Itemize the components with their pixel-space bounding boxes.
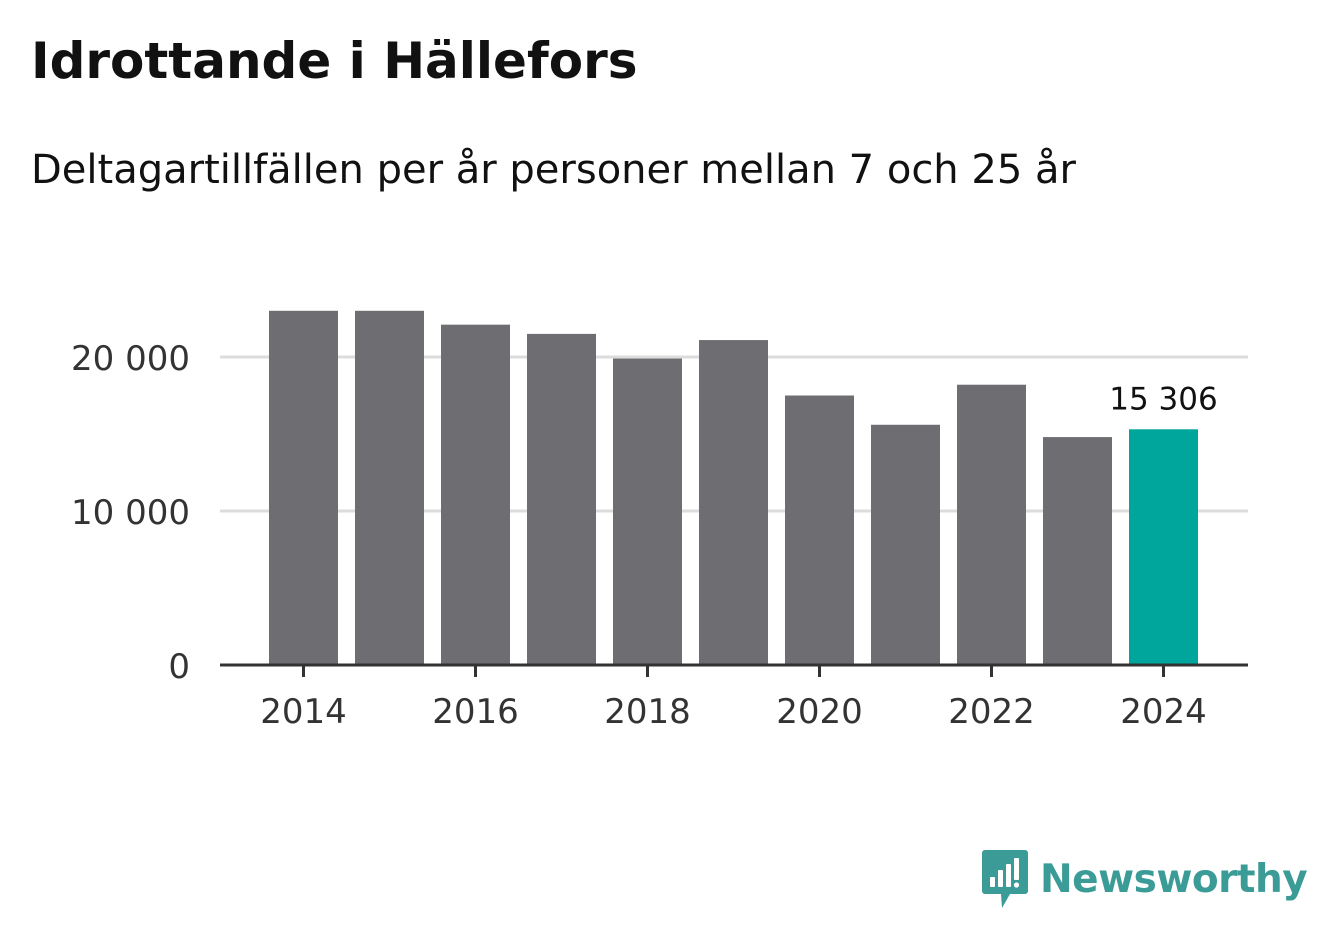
bar-2017 <box>527 333 596 665</box>
x-tick-label: 2024 <box>1120 692 1207 732</box>
bar-2020 <box>785 395 854 665</box>
bar-2018 <box>613 358 682 665</box>
y-tick-label: 0 <box>168 647 190 687</box>
bar-2024 <box>1129 429 1198 665</box>
bar-2021 <box>871 424 940 665</box>
bar-2022 <box>957 384 1026 665</box>
y-tick-label: 20 000 <box>71 339 190 379</box>
x-tick-label: 2020 <box>776 692 863 732</box>
x-tick-label: 2022 <box>948 692 1035 732</box>
y-tick-label: 10 000 <box>71 493 190 533</box>
bar-2015 <box>355 310 424 665</box>
bar-2023 <box>1043 437 1112 665</box>
bars <box>269 310 1198 665</box>
y-axis-tick-labels: 0 10 000 20 000 <box>71 339 190 687</box>
chart-subtitle: Deltagartillfällen per år personer mella… <box>31 147 1076 193</box>
bar-2016 <box>441 324 510 665</box>
data-labels: 15 306 <box>1109 381 1217 417</box>
brand-name: Newsworthy <box>1040 856 1308 902</box>
x-tick-label: 2016 <box>432 692 519 732</box>
brand-footer: Newsworthy <box>980 848 1308 910</box>
bar-2014 <box>269 310 338 665</box>
x-axis-ticks: 2014 2016 2018 2020 2022 2024 <box>220 663 1248 732</box>
newsworthy-logo-icon <box>982 850 1028 908</box>
chart-title: Idrottande i Hällefors <box>31 32 638 90</box>
x-tick-label: 2018 <box>604 692 691 732</box>
bar-2019 <box>699 340 768 665</box>
x-tick-label: 2014 <box>260 692 347 732</box>
bar-chart: 0 10 000 20 000 2014 2016 2018 2020 2022 2024 1… <box>71 310 1248 732</box>
data-label-highlight: 15 306 <box>1109 381 1217 417</box>
